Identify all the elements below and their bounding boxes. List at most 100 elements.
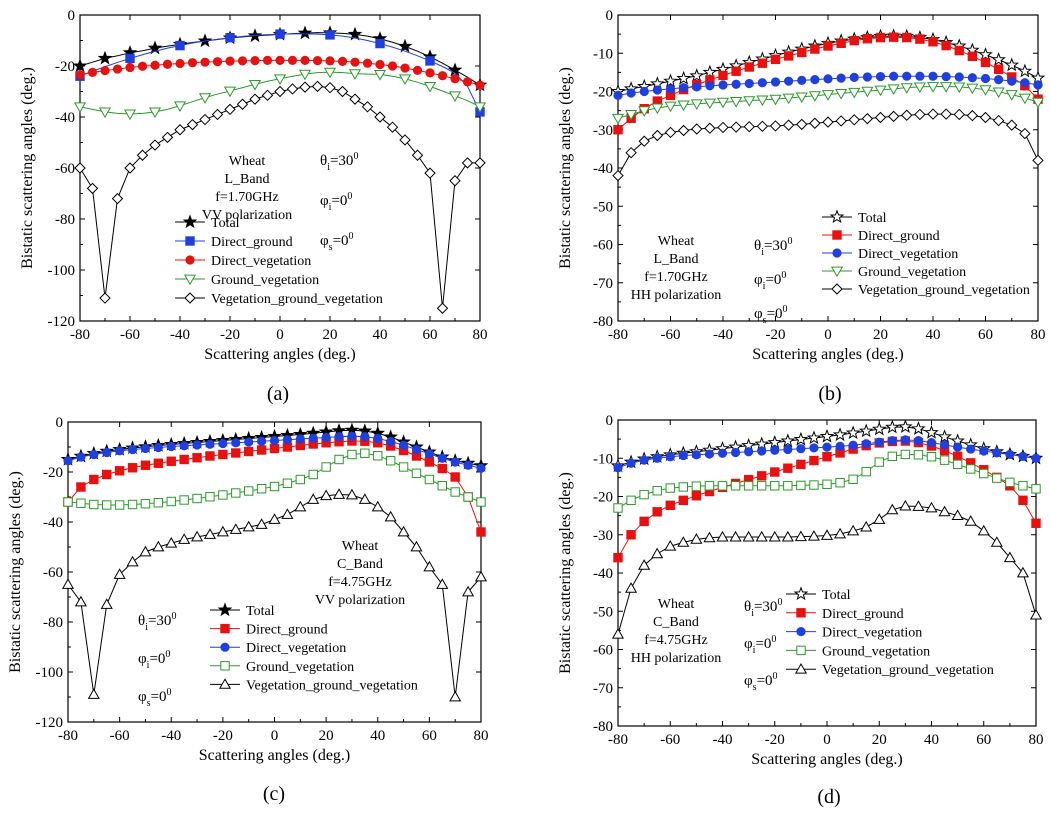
data-point xyxy=(796,118,808,131)
data-point xyxy=(256,445,267,455)
data-point xyxy=(835,89,848,100)
series-direct-vegetation xyxy=(75,55,485,90)
data-point xyxy=(926,82,940,93)
data-point xyxy=(294,500,307,512)
data-point xyxy=(113,568,126,579)
data-point xyxy=(102,469,112,480)
y-tick-label: -60 xyxy=(593,238,613,254)
data-point xyxy=(678,450,688,461)
data-point xyxy=(783,481,793,491)
data-point xyxy=(874,457,884,467)
y-tick-label: -60 xyxy=(55,161,75,177)
data-point xyxy=(793,431,809,446)
data-point xyxy=(612,169,624,182)
legend-label: Total xyxy=(822,588,851,603)
x-tick-label: 40 xyxy=(924,732,939,748)
data-point xyxy=(664,540,677,551)
data-point xyxy=(398,462,409,472)
data-point xyxy=(979,446,989,456)
x-tick-label: 60 xyxy=(423,327,438,343)
data-point xyxy=(100,598,113,609)
annotation-line: VV polarization xyxy=(202,208,292,223)
data-point xyxy=(902,32,912,43)
y-tick-label: -40 xyxy=(43,515,63,531)
data-point xyxy=(730,121,742,133)
data-point xyxy=(398,440,409,450)
chart-panel-b: -80 -60 -40 -20 0 20 40 60 80 -80 -70 -60 -50 -40 -30 -… xyxy=(557,8,1046,405)
data-point xyxy=(757,58,768,68)
data-point xyxy=(1017,63,1033,78)
data-point xyxy=(613,125,623,135)
data-point xyxy=(98,107,112,119)
data-point xyxy=(784,76,794,86)
data-point xyxy=(613,463,623,473)
data-point xyxy=(639,516,649,527)
legend-marker xyxy=(184,292,196,304)
data-point xyxy=(191,530,204,542)
data-point xyxy=(794,530,807,542)
y-tick-label: -70 xyxy=(593,276,613,292)
data-point xyxy=(102,500,112,510)
data-point xyxy=(150,60,160,70)
y-tick-label: -40 xyxy=(593,566,613,582)
data-point xyxy=(127,499,138,510)
data-point xyxy=(237,56,248,66)
data-point xyxy=(651,129,664,142)
annotation-line: Wheat xyxy=(229,154,266,169)
x-tick-label: 20 xyxy=(872,732,887,748)
data-point xyxy=(874,85,887,97)
data-point xyxy=(423,560,436,572)
data-point xyxy=(924,424,939,439)
data-point xyxy=(165,537,178,548)
data-point xyxy=(966,444,976,454)
data-point xyxy=(887,84,900,96)
annotation-line: f=1.70GHz xyxy=(215,190,279,205)
data-point xyxy=(137,61,148,71)
data-point xyxy=(76,482,86,492)
data-point xyxy=(1007,76,1017,86)
data-point xyxy=(423,82,437,93)
y-tick-label: -40 xyxy=(55,110,75,126)
data-point xyxy=(75,70,85,80)
legend-marker xyxy=(183,274,197,286)
data-point xyxy=(980,73,991,84)
data-point xyxy=(87,688,100,699)
y-tick-label: 0 xyxy=(68,8,76,24)
y-tick-label: -60 xyxy=(593,643,613,659)
angle-param: φi=00 xyxy=(744,634,776,656)
data-point xyxy=(199,113,211,126)
data-point xyxy=(1004,57,1020,72)
legend-marker xyxy=(182,214,198,229)
data-point xyxy=(425,68,435,78)
data-point xyxy=(717,448,728,458)
data-point xyxy=(806,430,822,445)
angle-param: θi=300 xyxy=(754,236,792,258)
data-point xyxy=(205,492,215,502)
data-point xyxy=(197,33,213,48)
data-point xyxy=(692,82,702,92)
y-tick-label: -60 xyxy=(43,565,63,581)
data-point xyxy=(743,120,755,133)
data-point xyxy=(756,481,767,491)
data-point xyxy=(796,480,806,491)
data-point xyxy=(89,474,99,485)
data-point xyxy=(192,493,202,504)
data-point xyxy=(926,437,937,448)
data-point xyxy=(140,443,151,454)
series-ground-vegetation xyxy=(611,82,1045,125)
data-point xyxy=(205,451,215,461)
data-point xyxy=(889,71,899,81)
data-point xyxy=(410,540,423,552)
data-point xyxy=(412,65,423,75)
data-point xyxy=(731,79,741,89)
data-point xyxy=(690,533,703,544)
data-point xyxy=(398,74,412,85)
data-point xyxy=(796,459,806,470)
data-point xyxy=(300,55,310,65)
angle-param: θi=300 xyxy=(320,151,358,173)
data-point xyxy=(411,149,424,161)
series-ground-vegetation xyxy=(73,67,487,121)
data-point xyxy=(860,520,873,532)
data-point xyxy=(76,498,86,508)
data-point xyxy=(282,435,293,445)
